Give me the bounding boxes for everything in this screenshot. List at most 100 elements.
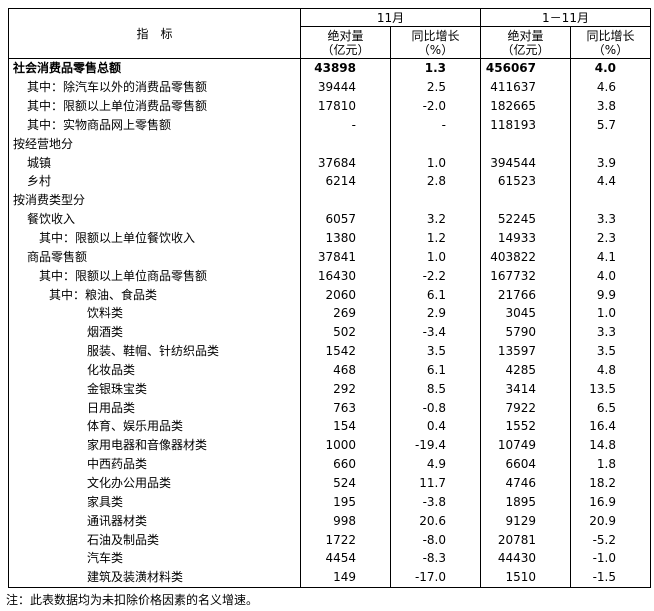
- value-cell: 3.9: [570, 153, 651, 173]
- value-cell: 2.5: [390, 77, 481, 97]
- value-cell: 17810: [300, 96, 391, 116]
- row-label: 通讯器材类: [87, 513, 148, 528]
- column-header-line: 绝对量: [507, 28, 544, 43]
- value-cell: 6604: [480, 454, 571, 474]
- value-cell: 14.8: [570, 435, 651, 455]
- value-cell: 6.1: [390, 360, 481, 380]
- table-row: 石油及制品类 1722 -8.0 20781 -5.2: [9, 530, 651, 549]
- value-cell: -3.8: [390, 492, 481, 512]
- value-cell: 52245: [480, 209, 571, 229]
- note: 注：此表数据均为未扣除价格因素的名义增速。: [6, 593, 259, 607]
- column-header-line: （亿元）: [501, 42, 550, 57]
- column-header-line: （亿元）: [321, 42, 370, 57]
- column-header-line: （%）: [417, 42, 454, 57]
- row-label: 社会消费品零售总额: [13, 61, 122, 76]
- table-row: 其中：限额以上单位消费品零售额 17810 -2.0 182665 3.8: [9, 96, 651, 116]
- value-cell: [390, 134, 481, 154]
- value-cell: 403822: [480, 247, 571, 267]
- table-row: 社会消费品零售总额 43898 1.3 456067 4.0: [9, 58, 651, 78]
- row-label: 城镇: [27, 155, 52, 170]
- value-cell: 292: [300, 379, 391, 399]
- value-cell: 18.2: [570, 473, 651, 493]
- value-cell: 5.7: [570, 115, 651, 135]
- value-cell: 1895: [480, 492, 571, 512]
- value-cell: 10749: [480, 435, 571, 455]
- row-label: 金银珠宝类: [87, 381, 148, 396]
- value-cell: 660: [300, 454, 391, 474]
- value-cell: 394544: [480, 153, 571, 173]
- indicator-header: 指 标: [8, 8, 301, 59]
- row-label: 建筑及装潢材料类: [87, 570, 184, 585]
- column-header: 绝对量 （亿元）: [300, 26, 391, 59]
- column-header-line: （%）: [592, 42, 629, 57]
- value-cell: 39444: [300, 77, 391, 97]
- value-cell: [300, 190, 391, 210]
- row-label: 家用电器和音像器材类: [87, 438, 208, 453]
- row-label: 商品零售额: [27, 249, 88, 264]
- value-cell: 6057: [300, 209, 391, 229]
- value-cell: 2.9: [390, 303, 481, 323]
- value-cell: 1.3: [390, 58, 481, 78]
- value-cell: -0.8: [390, 398, 481, 418]
- table-row: 其中：实物商品网上零售额 - -118193 5.7: [9, 115, 651, 135]
- value-cell: 13.5: [570, 379, 651, 399]
- value-cell: 61523: [480, 172, 571, 191]
- table-row: 金银珠宝类 292 8.5 3414 13.5: [9, 379, 651, 399]
- value-cell: 2.8: [390, 172, 481, 191]
- value-cell: 20781: [480, 530, 571, 549]
- row-label: 乡村: [27, 174, 52, 189]
- value-cell: 43898: [300, 58, 391, 78]
- row-label: 按消费类型分: [13, 193, 86, 208]
- row-label: 日用品类: [87, 400, 136, 415]
- value-cell: 20.6: [390, 511, 481, 531]
- table-row: 体育、娱乐用品类 154 0.4 1552 16.4: [9, 417, 651, 436]
- value-cell: 763: [300, 398, 391, 418]
- value-cell: 16430: [300, 266, 391, 286]
- value-cell: 21766: [480, 285, 571, 304]
- column-header-line: 同比增长: [586, 28, 635, 43]
- value-cell: 4.4: [570, 172, 651, 191]
- table-row: 商品零售额 37841 1.0 403822 4.1: [9, 247, 651, 267]
- table-header: 指 标 11月 1－11月 绝对量 （亿元） 同比增长 （%） 绝对量 （亿元） 同比增长（…: [8, 8, 651, 59]
- row-label: 其中：限额以上单位餐饮收入: [39, 231, 196, 246]
- column-header: 绝对量 （亿元）: [480, 26, 571, 59]
- value-cell: 14933: [480, 228, 571, 248]
- table-row: 城镇 37684 1.0 394544 3.9: [9, 153, 651, 173]
- value-cell: -2.0: [390, 96, 481, 116]
- row-label: 其中：限额以上单位消费品零售额: [27, 99, 208, 114]
- table-row: 服装、鞋帽、针纺织品类 1542 3.5 13597 3.5: [9, 341, 651, 361]
- row-label: 饮料类: [87, 306, 124, 321]
- data-table: 指 标 11月 1－11月 绝对量 （亿元） 同比增长 （%） 绝对量 （亿元） 同比增长（…: [8, 8, 651, 588]
- value-cell: 3045: [480, 303, 571, 323]
- row-label: 体育、娱乐用品类: [87, 419, 184, 434]
- table-row: 日用品类 763 -0.8 7922 6.5: [9, 398, 651, 418]
- value-cell: 3414: [480, 379, 571, 399]
- table-row: 其中：限额以上单位餐饮收入 1380 1.2 14933 2.3: [9, 228, 651, 248]
- value-cell: 118193: [480, 115, 571, 135]
- value-cell: 16.4: [570, 417, 651, 436]
- value-cell: 2060: [300, 285, 391, 304]
- value-cell: 9.9: [570, 285, 651, 304]
- value-cell: 6.5: [570, 398, 651, 418]
- table-body: 社会消费品零售总额 43898 1.3 456067 4.0 其中：除汽车以外的消费品零售…: [9, 58, 651, 588]
- value-cell: 3.3: [570, 322, 651, 342]
- value-cell: 9129: [480, 511, 571, 531]
- value-cell: 8.5: [390, 379, 481, 399]
- value-cell: 149: [300, 567, 391, 588]
- value-cell: 502: [300, 322, 391, 342]
- row-label: 文化办公用品类: [87, 475, 172, 490]
- value-cell: [570, 134, 651, 154]
- row-label: 家具类: [87, 494, 124, 509]
- value-cell: 468: [300, 360, 391, 380]
- table-row: 按经营地分: [9, 134, 651, 154]
- row-label: 餐饮收入: [27, 212, 76, 227]
- value-cell: [480, 134, 571, 154]
- value-cell: 998: [300, 511, 391, 531]
- value-cell: -: [300, 115, 391, 135]
- value-cell: 1542: [300, 341, 391, 361]
- value-cell: -: [390, 115, 481, 135]
- value-cell: 11.7: [390, 473, 481, 493]
- value-cell: 1510: [480, 567, 571, 588]
- column-header-line: 绝对量: [327, 28, 364, 43]
- group-header: 1－11月: [480, 8, 651, 27]
